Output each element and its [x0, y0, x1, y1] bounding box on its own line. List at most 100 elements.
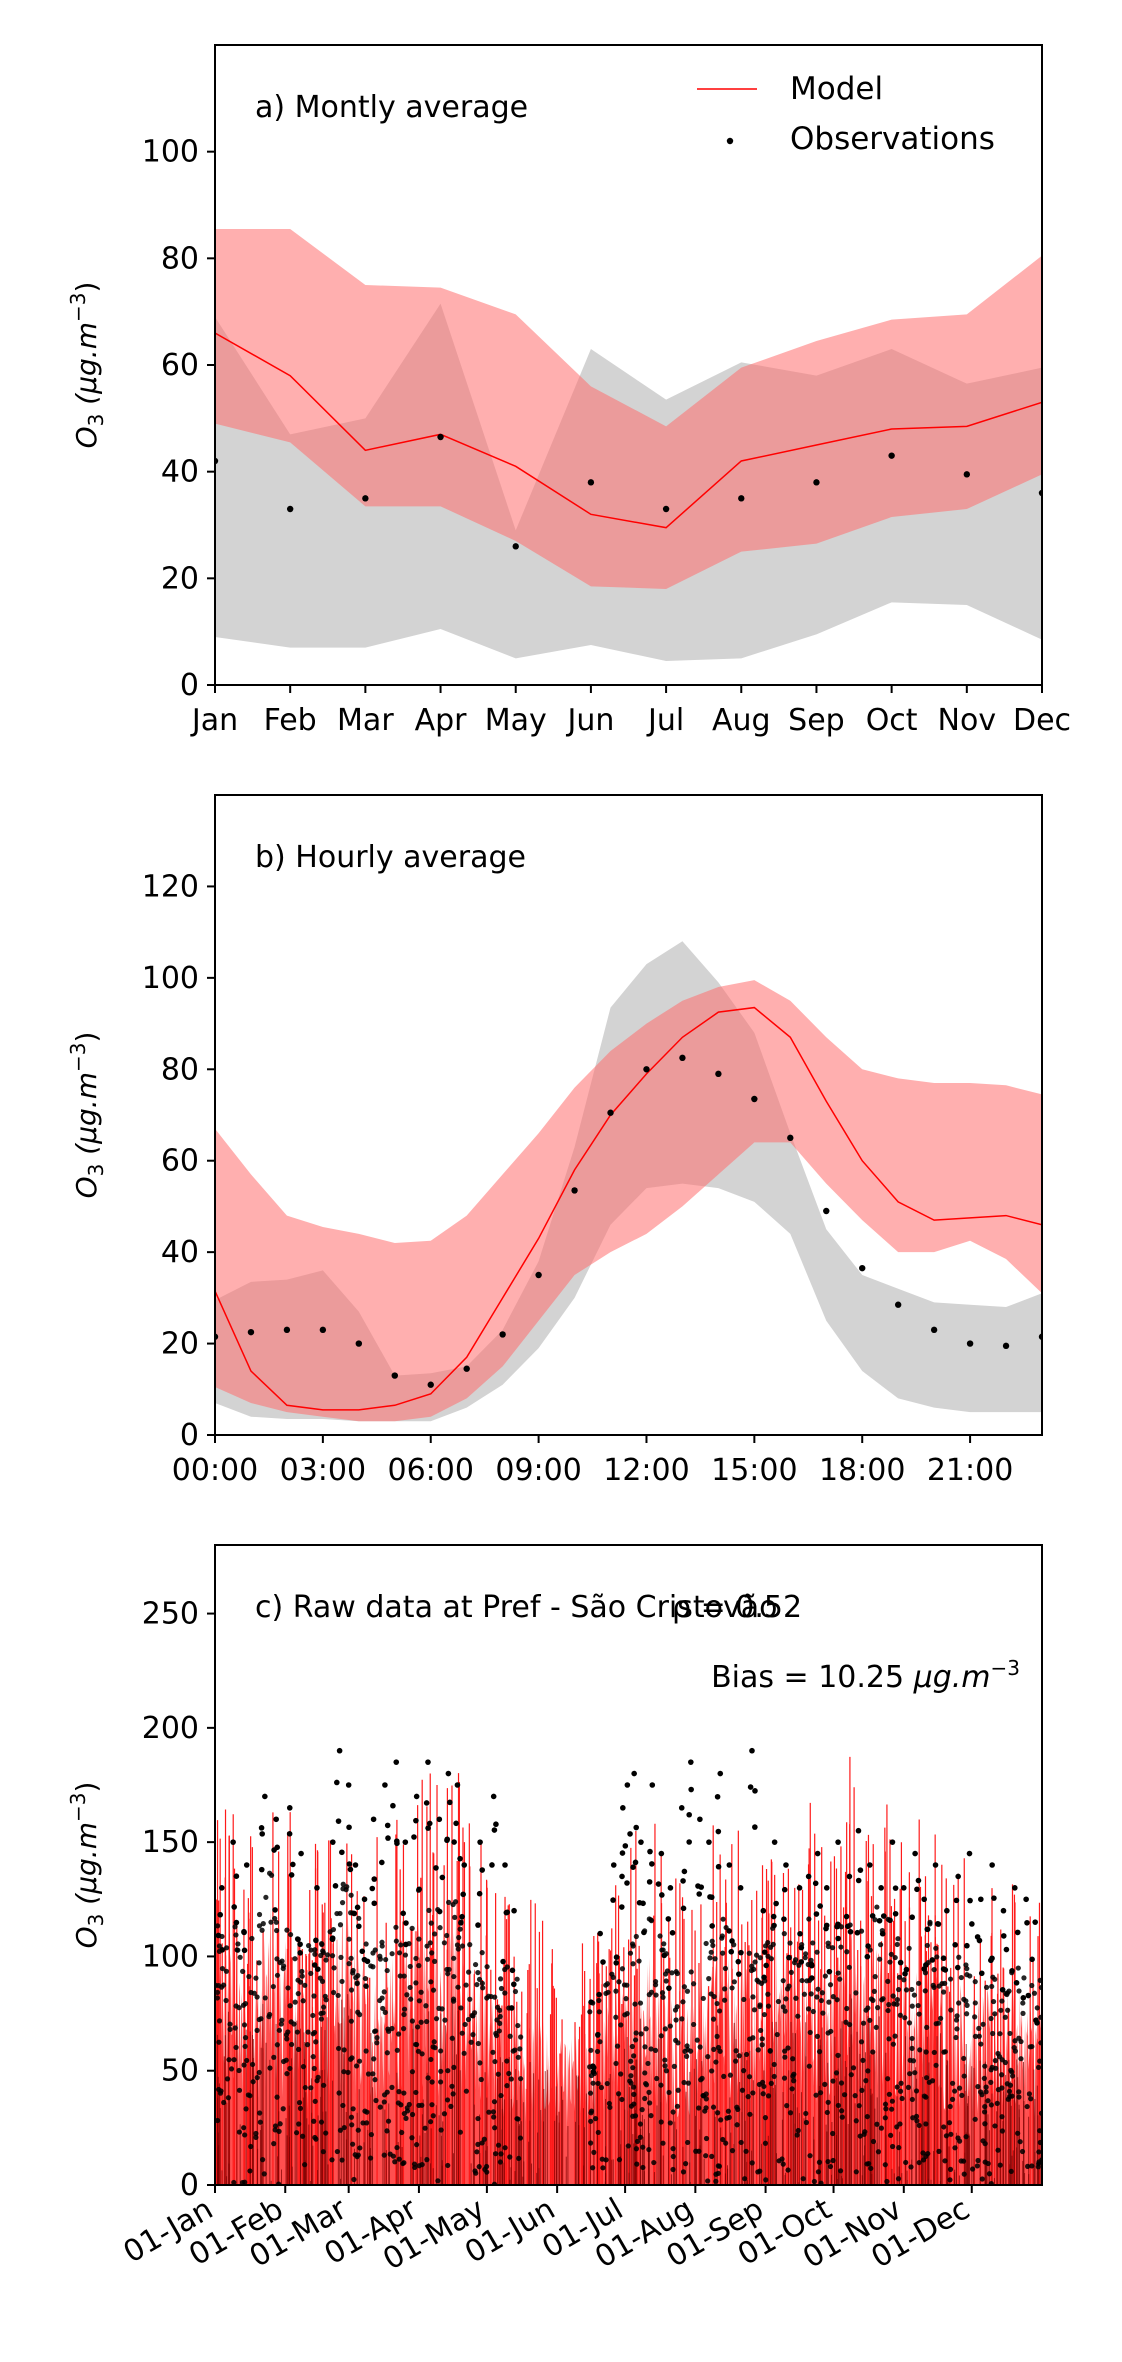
x-tick-label: Apr — [415, 703, 468, 738]
obs-point — [438, 2048, 444, 2054]
obs-point — [453, 1820, 459, 1827]
obs-point — [404, 1992, 410, 1998]
obs-point — [511, 1981, 517, 1988]
obs-point — [277, 1959, 283, 1966]
obs-point — [254, 2027, 260, 2033]
obs-point — [510, 2048, 516, 2054]
obs-point — [300, 1998, 306, 2004]
obs-point — [709, 2153, 715, 2159]
obs-point — [445, 2162, 451, 2169]
obs-point — [457, 1855, 463, 1862]
obs-point — [646, 1879, 653, 1885]
obs-point — [308, 2085, 314, 2091]
obs-point — [852, 2093, 858, 2099]
obs-point — [258, 2016, 264, 2022]
obs-point — [956, 2085, 963, 2091]
obs-point — [335, 1992, 341, 1999]
obs-point — [972, 2116, 978, 2122]
obs-point — [1037, 2139, 1042, 2146]
obs-point — [952, 2145, 958, 2151]
obs-point — [1015, 1965, 1021, 1971]
obs-point — [308, 1947, 314, 1953]
obs-point — [361, 1896, 368, 1903]
obs-point — [746, 1950, 752, 1956]
obs-point — [379, 1943, 385, 1949]
obs-point — [622, 1843, 629, 1849]
obs-point — [512, 543, 519, 550]
obs-point — [319, 1326, 327, 1334]
obs-point — [875, 2005, 881, 2011]
obs-point — [869, 1913, 876, 1919]
obs-point — [216, 2039, 222, 2045]
obs-point — [818, 2180, 824, 2185]
obs-point — [227, 2021, 233, 2027]
obs-point — [846, 1873, 853, 1880]
obs-point — [430, 1987, 437, 1993]
obs-point — [895, 2176, 902, 2182]
obs-point — [508, 2005, 515, 2011]
axes-frame — [214, 794, 1043, 1436]
obs-point — [947, 2177, 953, 2183]
obs-point — [949, 2080, 956, 2086]
obs-point — [767, 2048, 773, 2054]
obs-point — [771, 1922, 777, 1929]
obs-point — [284, 2071, 290, 2077]
obs-point — [428, 1979, 434, 1985]
obs-point — [493, 1821, 499, 1828]
obs-point — [979, 2092, 985, 2098]
obs-point — [736, 1971, 742, 1977]
obs-point — [216, 2086, 222, 2093]
obs-point — [603, 1982, 609, 1988]
obs-point — [478, 2076, 484, 2083]
obs-point — [992, 2058, 998, 2064]
obs-point — [944, 1907, 950, 1914]
obs-point — [1036, 2159, 1042, 2165]
obs-point — [788, 1969, 794, 1976]
obs-point — [287, 1931, 294, 1938]
obs-point — [860, 2020, 867, 2026]
obs-point — [455, 1946, 461, 1952]
obs-point — [637, 2121, 644, 2127]
obs-point — [909, 1986, 915, 1993]
obs-point — [1025, 1992, 1032, 1999]
obs-point — [494, 2004, 501, 2010]
obs-point — [450, 1996, 457, 2002]
obs-point — [892, 1910, 899, 1917]
obs-points — [215, 1054, 1042, 1388]
obs-point — [835, 1935, 841, 1942]
obs-point — [507, 2154, 513, 2160]
obs-point — [365, 2071, 372, 2077]
obs-point — [274, 1956, 280, 1962]
obs-point — [747, 2111, 753, 2117]
obs-point — [868, 2165, 874, 2171]
obs-point — [709, 2068, 715, 2074]
obs-point — [680, 2169, 687, 2175]
obs-point — [716, 2008, 723, 2014]
obs-point — [981, 2075, 987, 2081]
obs-point — [357, 2145, 363, 2151]
obs-point — [479, 1950, 485, 1956]
obs-point — [369, 1885, 376, 1892]
obs-point — [896, 1986, 902, 1993]
obs-point — [393, 1938, 399, 1944]
obs-point — [291, 2021, 297, 2027]
obs-point — [444, 1837, 450, 1844]
obs-point — [771, 1839, 778, 1845]
obs-point — [587, 2090, 594, 2096]
obs-point — [808, 1962, 815, 1969]
obs-point — [814, 1949, 820, 1955]
obs-point — [707, 1955, 713, 1961]
obs-point — [727, 2072, 733, 2078]
obs-point — [587, 2009, 593, 2015]
obs-point — [955, 2135, 961, 2141]
obs-point — [798, 1944, 805, 1951]
obs-point — [631, 2101, 637, 2107]
obs-point — [362, 495, 369, 502]
obs-point — [797, 1930, 803, 1937]
obs-point — [1012, 1885, 1018, 1891]
obs-point — [982, 2063, 988, 2069]
obs-point — [710, 2016, 717, 2022]
obs-point — [723, 2140, 729, 2146]
obs-point — [497, 1976, 504, 1982]
obs-point — [859, 1264, 866, 1272]
